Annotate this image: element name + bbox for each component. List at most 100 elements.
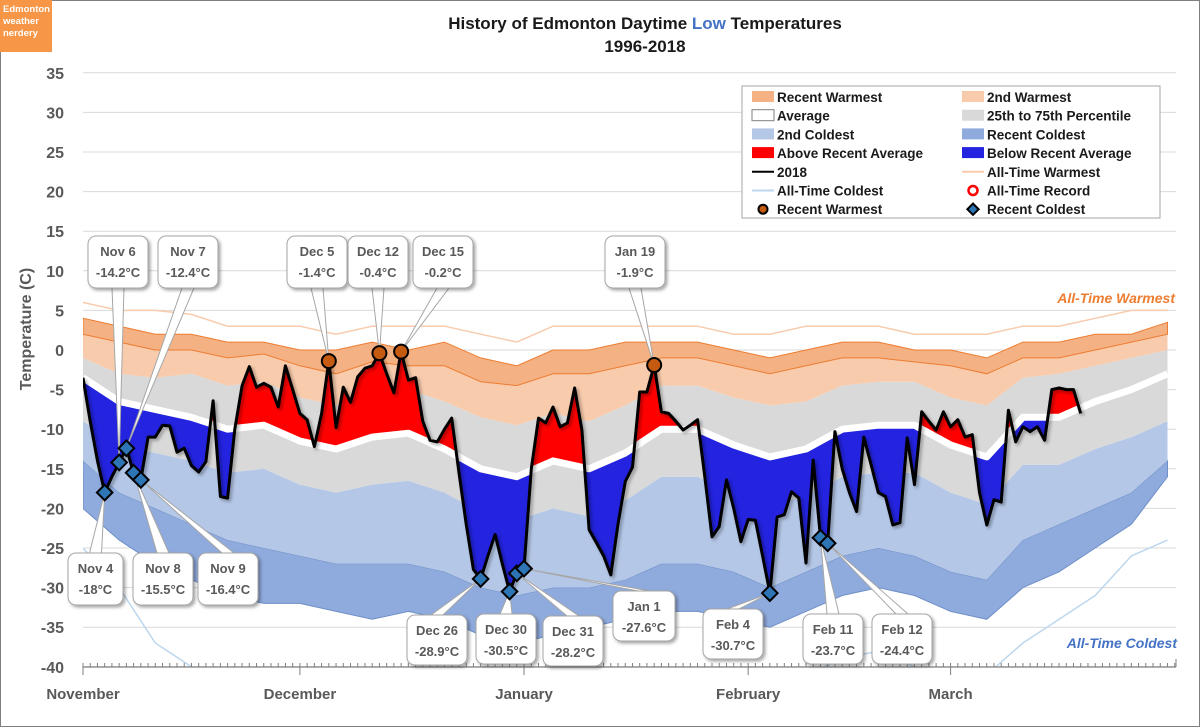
callout-box	[475, 613, 537, 665]
x-month-label: December	[264, 686, 337, 703]
callout-pointer	[400, 287, 451, 352]
above-average-group	[83, 351, 1081, 477]
y-tick-label: 35	[46, 66, 64, 83]
callout-warm: Dec 5 -1.4°C	[286, 235, 348, 289]
callout-box	[406, 614, 468, 666]
legend-label: Recent Warmest	[777, 202, 883, 217]
second-coldest-band	[83, 421, 1168, 596]
above-recent-average-fill	[83, 351, 1081, 477]
percentile-band	[83, 350, 1168, 521]
legend-label: All-Time Warmest	[987, 165, 1101, 180]
all-time-warmest-annotation: All-Time Warmest	[1056, 290, 1176, 306]
recent-coldest-marker	[109, 453, 129, 472]
callout-box	[132, 552, 194, 606]
callout-cold: Dec 31 -28.2°C	[542, 615, 604, 667]
legend-item: Recent Warmest	[757, 202, 883, 217]
recent-warmest-band	[83, 317, 1168, 387]
recent-coldest-marker	[471, 569, 490, 589]
title-highlight: Low	[691, 14, 726, 33]
legend-item: Average	[751, 109, 830, 124]
recent-warmest-marker	[646, 357, 663, 374]
callout-date: Dec 15	[422, 244, 464, 259]
y-tick-label: 30	[46, 105, 64, 122]
legend-swatch	[962, 147, 984, 159]
callout-box	[197, 552, 259, 606]
legend-swatch	[752, 91, 774, 102]
legend-item: Recent Coldest	[962, 127, 1086, 142]
y-tick-label: 25	[46, 145, 64, 162]
callout-date: Nov 9	[210, 561, 245, 576]
y-tick-label: 0	[55, 343, 64, 360]
callout-box	[871, 613, 933, 665]
legend-box	[741, 85, 1161, 219]
recent-coldest-marker	[117, 439, 136, 458]
title-suffix: Temperatures	[730, 14, 842, 33]
y-tick-label: -35	[41, 620, 64, 637]
legend-item: All-Time Warmest	[962, 165, 1101, 180]
callout-date: Dec 5	[300, 244, 335, 259]
callout-date: Dec 31	[552, 624, 594, 639]
y-tick-label: 5	[55, 303, 64, 320]
callout-box	[702, 608, 764, 660]
recent-warmest-marker	[320, 353, 337, 370]
callout-value: -30.5°C	[484, 643, 529, 658]
callout-date: Dec 12	[357, 244, 399, 259]
callout-box	[87, 235, 149, 289]
chart-subtitle: 1996-2018	[604, 37, 686, 56]
legend-swatch	[962, 91, 984, 102]
all-time-coldest-annotation: All-Time Coldest	[1066, 635, 1179, 651]
callout-date: Feb 12	[881, 622, 922, 637]
logo-line: Edmonton	[3, 4, 50, 15]
legend-label: 2018	[777, 165, 808, 180]
callout-cold: Dec 30 -30.5°C	[475, 613, 537, 665]
callout-value: -27.6°C	[622, 620, 667, 635]
legend-item: Recent Coldest	[965, 202, 1086, 217]
callout-box	[604, 235, 666, 289]
legend-item: 25th to 75th Percentile	[962, 109, 1132, 124]
callout-value: -23.7°C	[811, 643, 856, 658]
y-tick-label: -15	[41, 462, 64, 479]
callout-value: -24.4°C	[880, 643, 925, 658]
y-tick-label: -25	[41, 541, 64, 558]
legend-label: Below Recent Average	[987, 146, 1132, 161]
callout-date: Nov 4	[78, 561, 114, 576]
callout-cold: Nov 8 -15.5°C	[132, 552, 194, 606]
title-prefix: History of Edmonton Daytime	[448, 14, 688, 33]
callout-cold: Nov 7 -12.4°C	[157, 235, 219, 289]
legend-item: 2nd Warmest	[962, 90, 1072, 105]
logo-line: nerdery	[3, 28, 38, 39]
callout-cold: Jan 1 -27.6°C	[612, 590, 676, 642]
legend-swatch	[752, 147, 774, 159]
callout-value: -28.9°C	[415, 644, 460, 659]
x-month-label: February	[716, 686, 781, 703]
legend-swatch	[751, 109, 775, 122]
y-tick-label: -10	[41, 422, 64, 439]
callout-cold: Feb 12 -24.4°C	[871, 613, 933, 665]
x-month-label: November	[46, 686, 120, 703]
callout-date: Feb 11	[813, 622, 853, 637]
callout-warm: Jan 19 -1.9°C	[604, 235, 666, 289]
callout-value: -0.2°C	[425, 265, 463, 280]
callout-box	[347, 235, 409, 289]
y-tick-label: 10	[46, 264, 64, 281]
recent-warmest-marker	[371, 345, 388, 362]
y-tick-label: -40	[41, 660, 64, 677]
callout-value: -28.2°C	[551, 645, 596, 660]
legend-item: 2018	[752, 165, 808, 180]
recent-coldest-marker	[818, 534, 837, 553]
legend-label: 2nd Coldest	[777, 127, 855, 142]
callout-date: Jan 19	[615, 244, 655, 259]
legend-item: Below Recent Average	[962, 146, 1132, 161]
callout-value: -14.2°C	[96, 265, 141, 280]
legend-item: Recent Warmest	[752, 90, 883, 105]
recent-coldest-marker	[514, 559, 534, 578]
series-2018-line	[83, 350, 1083, 595]
callout-box	[612, 590, 676, 642]
legend-label: All-Time Record	[987, 184, 1090, 199]
y-tick-label: -30	[41, 581, 64, 598]
legend-item: All-Time Coldest	[752, 184, 884, 199]
callout-box	[412, 235, 474, 289]
recent-warmest-marker	[393, 343, 410, 360]
y-tick-label: -5	[50, 383, 64, 400]
legend-swatch	[962, 128, 984, 140]
